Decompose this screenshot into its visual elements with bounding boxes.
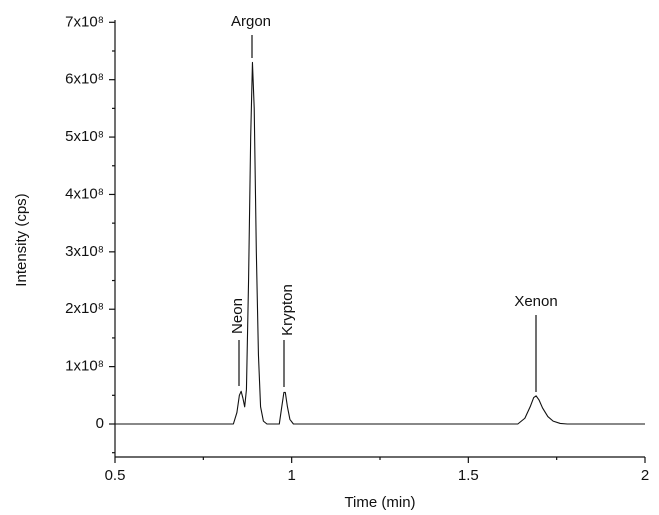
- y-tick-label: 1x10⁸: [65, 358, 104, 375]
- x-tick-label: 0.5: [105, 467, 126, 484]
- y-tick-label: 0: [96, 415, 104, 432]
- annotation: Neon: [229, 298, 246, 334]
- y-tick-label: 5x10⁸: [65, 128, 104, 145]
- x-axis-title: Time (min): [344, 494, 415, 511]
- line: [115, 61, 645, 425]
- y-tick-label: 3x10⁸: [65, 243, 104, 260]
- annotation: Argon: [231, 13, 271, 30]
- annotation: Xenon: [514, 293, 557, 310]
- y-axis-title: Intensity (cps): [13, 193, 30, 286]
- y-tick-label: 2x10⁸: [65, 300, 104, 317]
- x-tick-label: 1.5: [458, 467, 479, 484]
- x-tick-label: 2: [641, 467, 649, 484]
- y-tick-label: 4x10⁸: [65, 185, 104, 202]
- y-tick-label: 7x10⁸: [65, 13, 104, 30]
- annotation: Krypton: [279, 284, 296, 336]
- x-tick-label: 1: [287, 467, 295, 484]
- y-tick-label: 6x10⁸: [65, 71, 104, 88]
